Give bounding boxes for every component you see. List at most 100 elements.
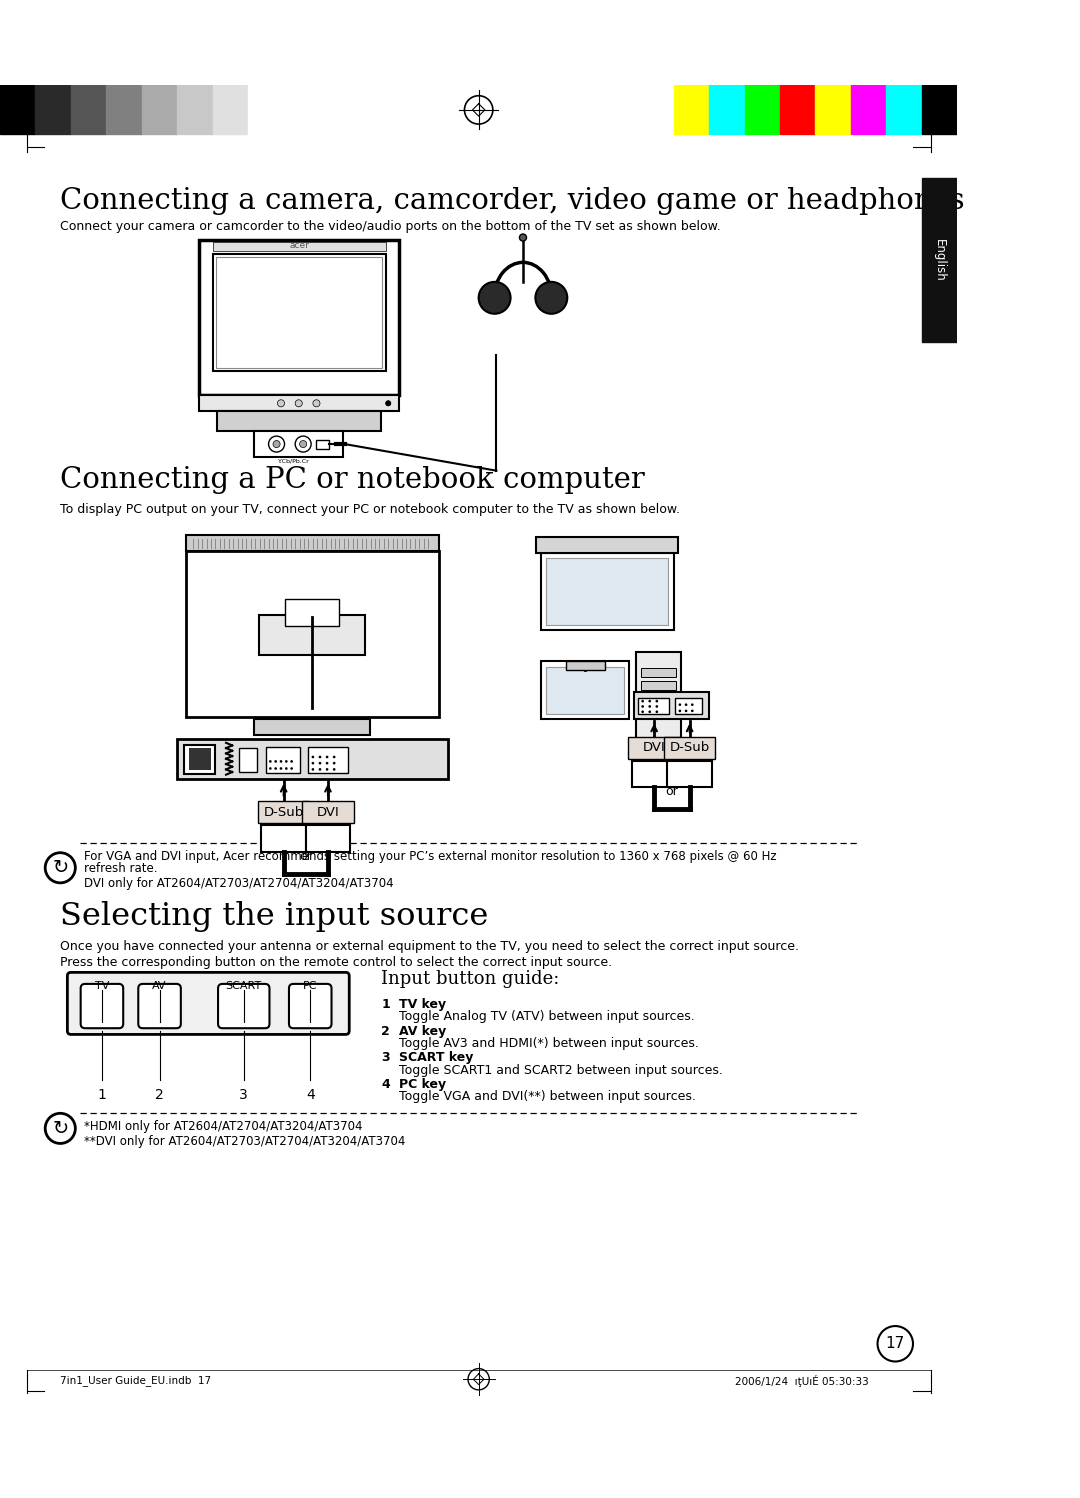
Text: ↻: ↻ bbox=[52, 858, 68, 878]
Circle shape bbox=[656, 710, 658, 713]
Circle shape bbox=[295, 436, 311, 452]
Bar bbox=[541, 553, 674, 631]
Bar bbox=[186, 551, 438, 718]
Circle shape bbox=[319, 768, 322, 770]
Circle shape bbox=[678, 704, 681, 706]
Text: or: or bbox=[299, 849, 312, 863]
Circle shape bbox=[313, 400, 320, 407]
Text: AV key: AV key bbox=[399, 1025, 446, 1038]
Bar bbox=[200, 240, 399, 395]
Bar bbox=[213, 253, 386, 372]
Text: 4: 4 bbox=[306, 1089, 314, 1103]
Bar bbox=[640, 668, 676, 677]
Text: Toggle VGA and DVI(**) between input sources.: Toggle VGA and DVI(**) between input sou… bbox=[399, 1091, 696, 1103]
Text: AV: AV bbox=[152, 981, 166, 992]
Bar bbox=[240, 748, 257, 771]
Circle shape bbox=[656, 700, 658, 703]
Text: Y.Cb/Pb.Cr: Y.Cb/Pb.Cr bbox=[279, 458, 310, 463]
Circle shape bbox=[878, 1326, 913, 1362]
Bar bbox=[632, 761, 676, 786]
Circle shape bbox=[295, 400, 302, 407]
Text: 7in1_User Guide_EU.indb  17: 7in1_User Guide_EU.indb 17 bbox=[60, 1375, 212, 1386]
Circle shape bbox=[311, 755, 314, 758]
Bar bbox=[255, 719, 369, 736]
Text: DVI: DVI bbox=[643, 742, 665, 753]
Text: TV key: TV key bbox=[399, 998, 446, 1011]
Circle shape bbox=[648, 706, 651, 707]
Circle shape bbox=[333, 768, 336, 770]
Text: Selecting the input source: Selecting the input source bbox=[60, 900, 488, 932]
Text: D-Sub: D-Sub bbox=[264, 806, 303, 819]
Text: Connect your camera or camcorder to the video/audio ports on the bottom of the T: Connect your camera or camcorder to the … bbox=[60, 220, 721, 232]
Text: Press the corresponding button on the remote control to select the correct input: Press the corresponding button on the re… bbox=[60, 956, 612, 969]
Text: Toggle SCART1 and SCART2 between input sources.: Toggle SCART1 and SCART2 between input s… bbox=[399, 1064, 723, 1077]
Text: *HDMI only for AT2604/AT2704/AT3204/AT3704: *HDMI only for AT2604/AT2704/AT3204/AT37… bbox=[84, 1121, 363, 1134]
Text: Toggle Analog TV (ATV) between input sources.: Toggle Analog TV (ATV) between input sou… bbox=[399, 1011, 694, 1023]
Bar bbox=[0, 85, 36, 133]
Bar bbox=[255, 431, 343, 457]
Bar bbox=[285, 599, 339, 626]
Bar bbox=[302, 801, 353, 824]
Text: PC key: PC key bbox=[399, 1079, 446, 1091]
Bar bbox=[259, 616, 365, 655]
Circle shape bbox=[648, 700, 651, 703]
Circle shape bbox=[291, 759, 293, 762]
Bar bbox=[71, 85, 106, 133]
Bar bbox=[541, 661, 630, 719]
Bar bbox=[248, 85, 284, 133]
Bar bbox=[309, 748, 349, 773]
Circle shape bbox=[45, 1113, 76, 1143]
Bar bbox=[316, 439, 328, 448]
Circle shape bbox=[274, 767, 276, 770]
Text: ↻: ↻ bbox=[52, 1119, 68, 1138]
Circle shape bbox=[269, 767, 272, 770]
Bar bbox=[546, 559, 669, 625]
Circle shape bbox=[311, 762, 314, 764]
Circle shape bbox=[299, 440, 307, 448]
Bar bbox=[141, 85, 177, 133]
Circle shape bbox=[333, 755, 336, 758]
Text: For VGA and DVI input, Acer recommends setting your PC’s external monitor resolu: For VGA and DVI input, Acer recommends s… bbox=[84, 849, 777, 863]
Bar bbox=[667, 761, 712, 786]
Text: PC: PC bbox=[303, 981, 318, 992]
Text: TV: TV bbox=[95, 981, 109, 992]
Bar bbox=[744, 85, 780, 133]
Circle shape bbox=[274, 759, 276, 762]
Bar bbox=[217, 412, 381, 431]
Circle shape bbox=[278, 400, 284, 407]
Circle shape bbox=[326, 762, 328, 764]
Bar bbox=[566, 661, 605, 670]
Bar bbox=[200, 395, 399, 412]
Circle shape bbox=[273, 440, 280, 448]
Text: D-Sub: D-Sub bbox=[670, 742, 710, 753]
Bar bbox=[664, 737, 715, 759]
Text: or: or bbox=[665, 785, 678, 798]
Bar bbox=[674, 85, 710, 133]
Circle shape bbox=[386, 400, 391, 406]
FancyBboxPatch shape bbox=[289, 984, 332, 1028]
Text: SCART key: SCART key bbox=[399, 1052, 473, 1064]
Text: 4: 4 bbox=[381, 1079, 390, 1091]
Bar bbox=[815, 85, 851, 133]
Bar bbox=[675, 698, 702, 715]
Bar bbox=[640, 680, 676, 689]
Circle shape bbox=[642, 706, 644, 707]
Bar bbox=[216, 258, 382, 369]
Text: DVI only for AT2604/AT2703/AT2704/AT3204/AT3704: DVI only for AT2604/AT2703/AT2704/AT3204… bbox=[84, 876, 394, 890]
Text: 1: 1 bbox=[97, 1089, 106, 1103]
Text: 2: 2 bbox=[156, 1089, 164, 1103]
Text: acer: acer bbox=[289, 241, 309, 250]
Bar bbox=[189, 748, 211, 770]
FancyBboxPatch shape bbox=[218, 984, 270, 1028]
Bar bbox=[634, 692, 710, 719]
Bar bbox=[710, 85, 744, 133]
Circle shape bbox=[326, 755, 328, 758]
Bar bbox=[537, 538, 678, 553]
Bar bbox=[629, 737, 680, 759]
Circle shape bbox=[519, 234, 527, 241]
FancyBboxPatch shape bbox=[67, 972, 349, 1035]
Text: 3: 3 bbox=[381, 1052, 390, 1064]
Bar bbox=[266, 748, 299, 773]
Circle shape bbox=[285, 767, 287, 770]
Bar bbox=[177, 85, 213, 133]
